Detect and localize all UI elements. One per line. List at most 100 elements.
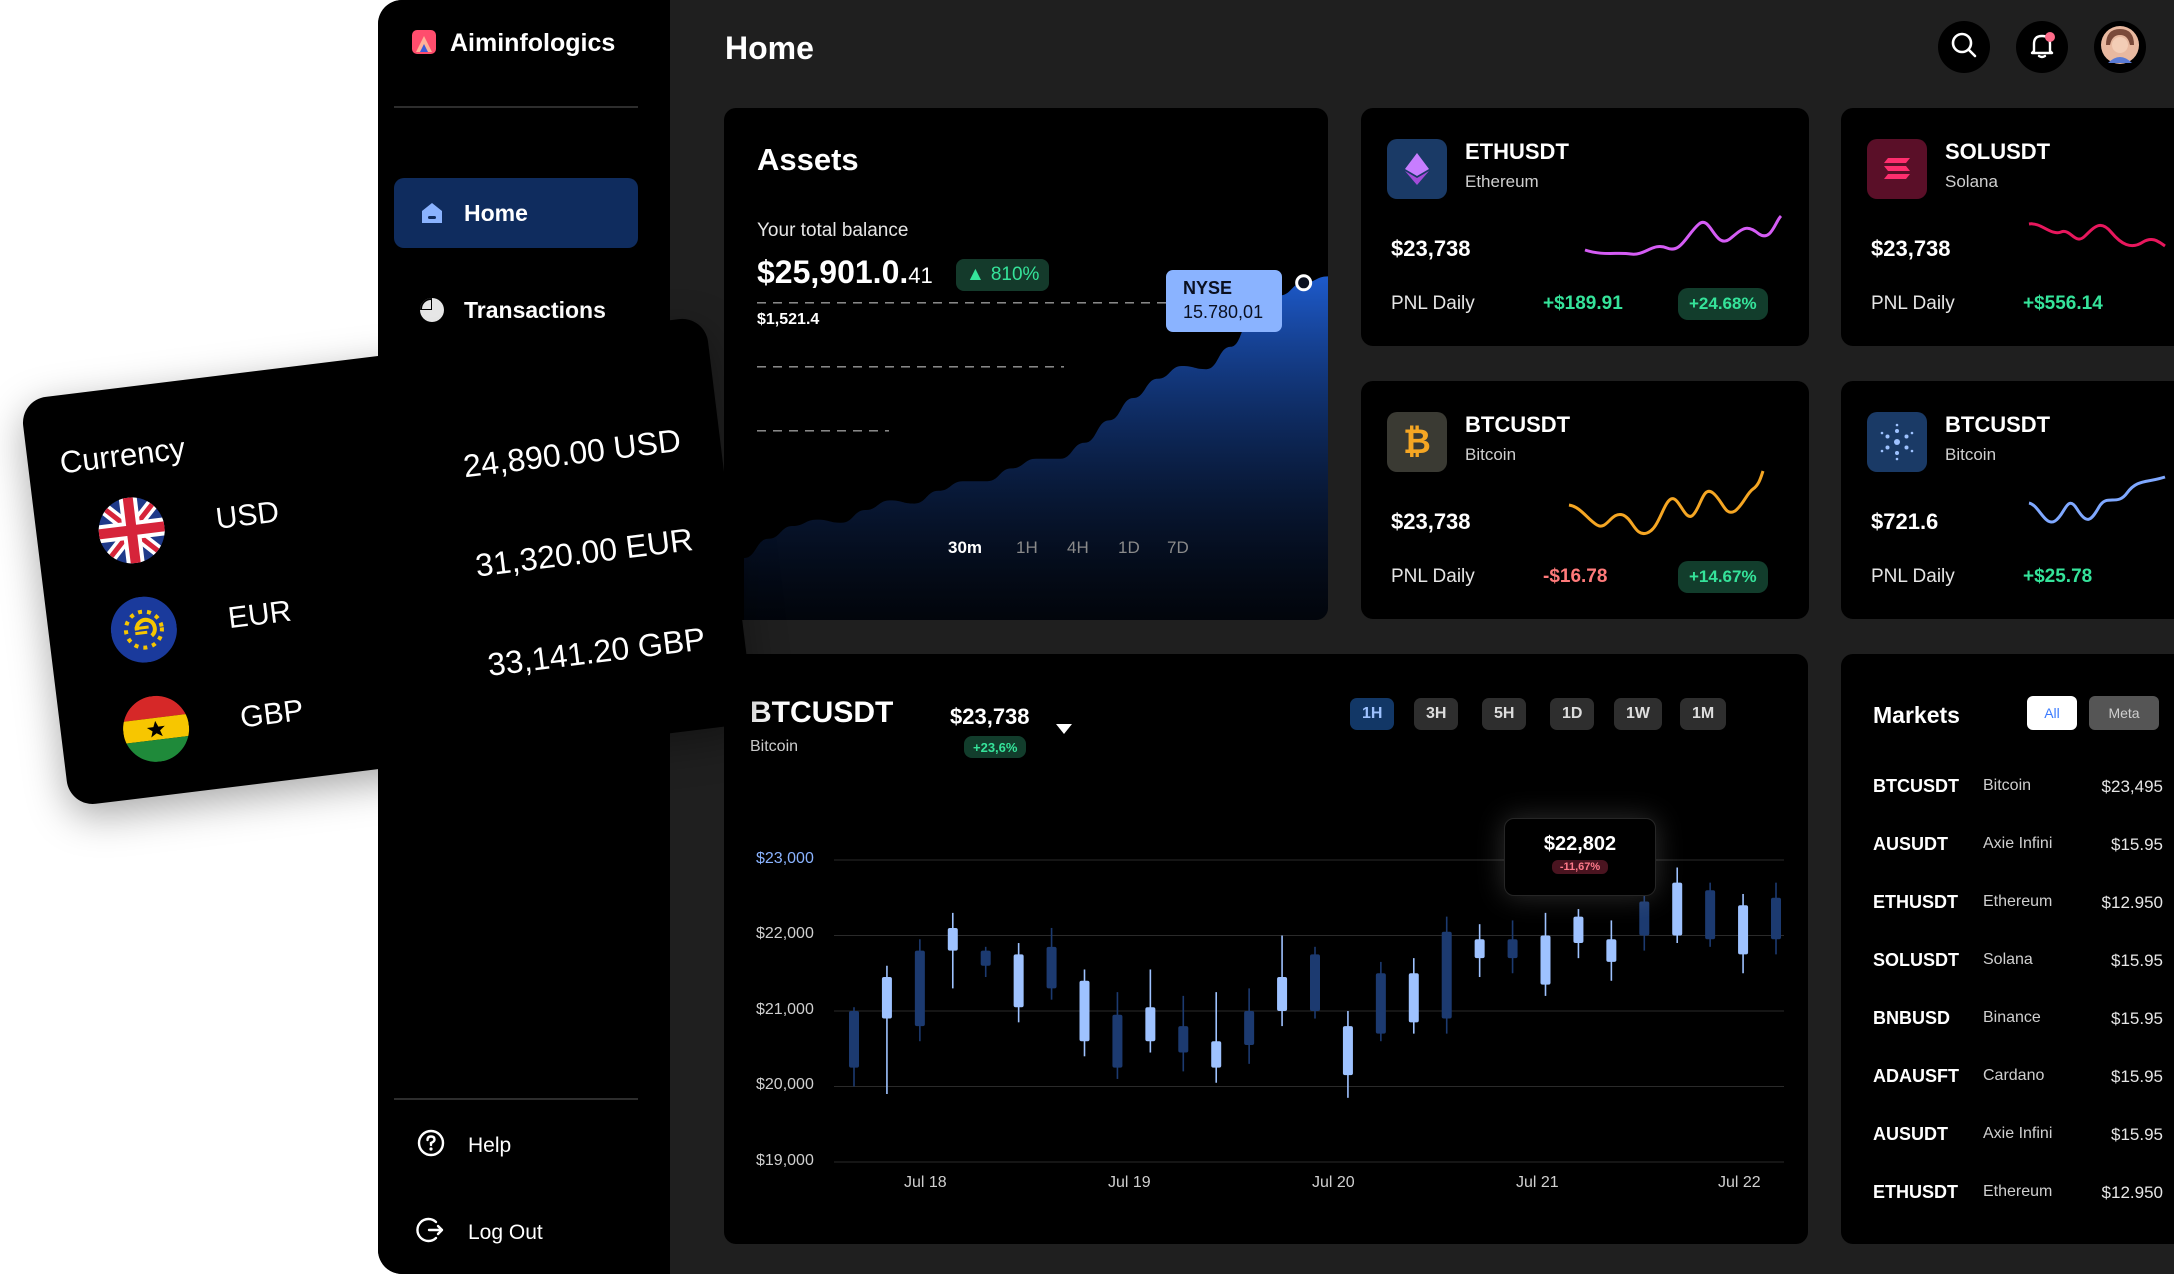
- candle-tooltip: $22,802 -11,67%: [1504, 818, 1656, 896]
- profile-button[interactable]: [2094, 21, 2146, 73]
- market-name: Axie Infini: [1983, 1125, 2053, 1142]
- balance-sub-value: $1,521.4: [757, 311, 820, 328]
- coin-name: Ethereum: [1465, 172, 1539, 191]
- market-symbol: BTCUSDT: [1873, 776, 1959, 796]
- range-1d[interactable]: 1D: [1550, 698, 1595, 730]
- range-1h[interactable]: 1H: [1350, 698, 1395, 730]
- avatar: [2100, 25, 2140, 70]
- candle: [1507, 920, 1518, 974]
- candle: [1606, 920, 1617, 981]
- coin-card-solusdt[interactable]: SOLUSDT Solana $23,738 PNL Daily +$556.1…: [1841, 108, 2174, 346]
- coin-symbol: ETHUSDT: [1465, 139, 1569, 164]
- timeframe-1h[interactable]: 1H: [1016, 538, 1038, 557]
- bell-icon: [2026, 29, 2058, 66]
- search-button[interactable]: [1938, 21, 1990, 73]
- market-price: $12.950: [2101, 1183, 2163, 1202]
- sidebar-footer-divider: [394, 1098, 638, 1100]
- market-row[interactable]: BNBUSD Binance $15.95: [1873, 1008, 2163, 1038]
- markets-tab-all[interactable]: All: [2027, 696, 2077, 730]
- y-tick: $21,000: [756, 1001, 814, 1018]
- logout-label: Log Out: [468, 1221, 543, 1244]
- range-5h[interactable]: 5H: [1482, 698, 1527, 730]
- x-tick: Jul 22: [1718, 1174, 1761, 1191]
- balance-change-value: 810%: [990, 264, 1040, 285]
- market-row[interactable]: SOLUSDT Solana $15.95: [1873, 950, 2163, 980]
- timeframe-7d[interactable]: 7D: [1167, 538, 1189, 557]
- timeframe-4h[interactable]: 4H: [1067, 538, 1089, 557]
- candle: [1639, 893, 1650, 951]
- btc-chart-price: $23,738: [950, 704, 1030, 729]
- coin-symbol: BTCUSDT: [1465, 412, 1571, 437]
- assets-peak-dot: [1295, 274, 1313, 292]
- market-name: Binance: [1983, 1009, 2041, 1026]
- coin-symbol: SOLUSDT: [1945, 139, 2051, 164]
- assets-area: [744, 276, 1328, 620]
- btc-chart-name: Bitcoin: [750, 738, 799, 755]
- range-1w[interactable]: 1W: [1614, 698, 1662, 730]
- market-row[interactable]: BTCUSDT Bitcoin $23,495: [1873, 776, 2163, 806]
- ethereum-icon: [1387, 139, 1447, 199]
- logout-link[interactable]: Log Out: [416, 1215, 543, 1251]
- coin-card-cardano[interactable]: BTCUSDT Bitcoin $721.6 PNL Daily +$25.78: [1841, 381, 2174, 619]
- sidebar-divider: [394, 106, 638, 108]
- market-name: Solana: [1983, 951, 2033, 968]
- candle: [1573, 909, 1584, 959]
- market-row[interactable]: ADAUSFT Cardano $15.95: [1873, 1066, 2163, 1096]
- range-1m[interactable]: 1M: [1680, 698, 1727, 730]
- market-price: $15.95: [2111, 1067, 2163, 1086]
- coin-price: $23,738: [1391, 509, 1471, 534]
- market-row[interactable]: ETHUSDT Ethereum $12.950: [1873, 1182, 2163, 1212]
- candle: [1408, 958, 1419, 1034]
- market-row[interactable]: AUSUDT Axie Infini $15.95: [1873, 834, 2163, 864]
- candle: [1375, 961, 1386, 1042]
- coin-card-ethusdt[interactable]: ETHUSDT Ethereum $23,738 PNL Daily +$189…: [1361, 108, 1809, 346]
- pnl-value: +$25.78: [2023, 566, 2093, 587]
- pnl-label: PNL Daily: [1391, 566, 1475, 587]
- timeframe-1d[interactable]: 1D: [1118, 538, 1140, 557]
- x-tick: Jul 20: [1312, 1174, 1355, 1191]
- market-price: $15.95: [2111, 1009, 2163, 1028]
- market-symbol: SOLUSDT: [1873, 950, 1960, 970]
- page-title: Home: [725, 30, 814, 66]
- markets-tab-meta[interactable]: Meta: [2089, 696, 2159, 730]
- currency-code: USD: [214, 495, 281, 536]
- sol-sparkline: [2028, 222, 2166, 248]
- market-symbol: ETHUSDT: [1873, 1182, 1958, 1202]
- pnl-label: PNL Daily: [1391, 293, 1475, 314]
- candle: [881, 965, 892, 1095]
- market-row[interactable]: AUSUDT Axie Infini $15.95: [1873, 1124, 2163, 1154]
- ghana-flag-icon: [119, 692, 193, 766]
- brand-logo[interactable]: Aiminfologics: [410, 28, 615, 58]
- coin-name: Solana: [1945, 172, 1998, 191]
- pnl-value: +$556.14: [2023, 293, 2103, 314]
- market-name: Bitcoin: [1983, 777, 2032, 794]
- candle: [914, 939, 925, 1042]
- assets-area-chart: [744, 274, 1328, 620]
- coin-card-btcusdt[interactable]: ₿ BTCUSDT Bitcoin $23,738 PNL Daily -$16…: [1361, 381, 1809, 619]
- market-price: $12.950: [2101, 893, 2163, 912]
- notifications-button[interactable]: [2016, 21, 2068, 73]
- coin-price: $23,738: [1391, 236, 1471, 261]
- market-symbol: ADAUSFT: [1873, 1066, 1959, 1086]
- markets-card: Markets All Meta BTCUSDT Bitcoin $23,495…: [1841, 654, 2174, 1244]
- help-link[interactable]: Help: [416, 1128, 511, 1164]
- market-symbol: ETHUSDT: [1873, 892, 1958, 912]
- market-row[interactable]: ETHUSDT Ethereum $12.950: [1873, 892, 2163, 922]
- candle: [980, 946, 991, 978]
- eu-flag-icon: [107, 592, 181, 667]
- logout-icon: [416, 1215, 446, 1251]
- y-tick: $19,000: [756, 1152, 814, 1169]
- triangle-up-icon: ▲: [966, 264, 985, 285]
- nav-home[interactable]: Home: [394, 178, 638, 248]
- timeframe-30m[interactable]: 30m: [948, 538, 983, 557]
- coin-name: Bitcoin: [1945, 445, 1997, 464]
- nyse-tooltip: NYSE 15.780,01: [1166, 270, 1282, 332]
- nav-transactions[interactable]: Transactions: [394, 275, 638, 345]
- candle: [1738, 893, 1749, 974]
- chevron-down-icon[interactable]: [1056, 724, 1072, 734]
- pnl-percent-badge: +24.68%: [1678, 288, 1768, 320]
- coin-symbol: BTCUSDT: [1945, 412, 2051, 437]
- range-3h[interactable]: 3H: [1414, 698, 1459, 730]
- eth-sparkline: [1584, 214, 1783, 256]
- candle: [1540, 912, 1551, 996]
